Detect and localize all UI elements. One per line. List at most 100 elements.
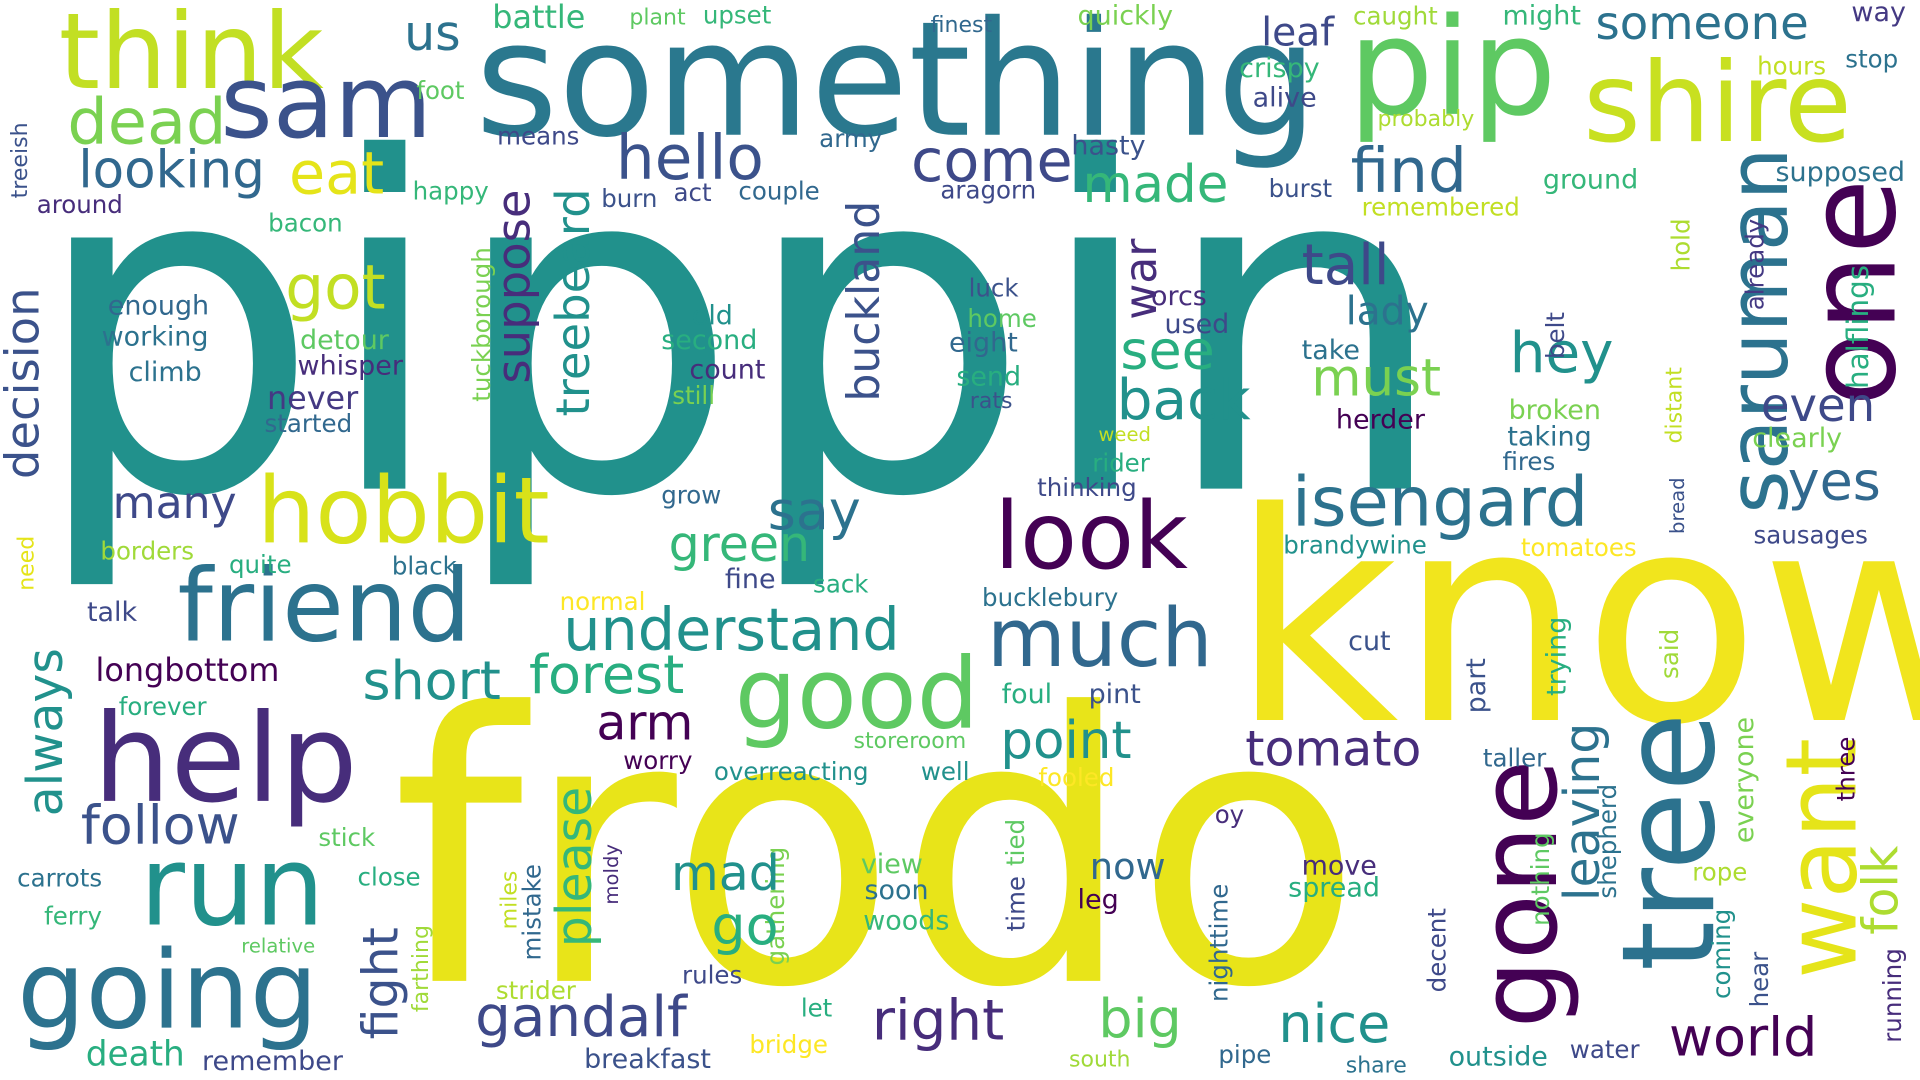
word-looking: looking — [78, 139, 265, 200]
word-broken: broken — [1508, 395, 1601, 427]
word-pint: pint — [1088, 679, 1141, 711]
word-made: made — [1082, 154, 1229, 215]
word-isengard: isengard — [1291, 462, 1589, 543]
word-time: time — [1001, 876, 1031, 932]
word-pippin: pippin — [29, 63, 1450, 598]
word-quite: quite — [228, 549, 292, 580]
word-talk: talk — [86, 597, 138, 629]
word-couple: couple — [738, 176, 820, 206]
word-ferry: ferry — [44, 901, 102, 931]
word-treebeard: treebeard — [546, 188, 601, 417]
word-got: got — [285, 252, 386, 324]
word-grow: grow — [661, 480, 722, 510]
word-rope: rope — [1692, 857, 1748, 887]
word-follow: follow — [80, 794, 240, 858]
word-enough: enough — [107, 291, 210, 323]
word-strider: strider — [495, 975, 576, 1006]
word-see: see — [1120, 319, 1215, 383]
word-short: short — [362, 650, 501, 713]
word-must: must — [1311, 347, 1442, 408]
word-bucklebury: bucklebury — [982, 582, 1119, 613]
word-go: go — [711, 895, 779, 958]
word-yes: yes — [1787, 450, 1881, 514]
word-nighttime: nighttime — [1204, 883, 1234, 1003]
word-take: take — [1301, 335, 1360, 367]
word-sack: sack — [813, 569, 869, 599]
word-gandalf: gandalf — [475, 983, 687, 1050]
word-happy: happy — [412, 176, 489, 206]
word-stick: stick — [318, 822, 376, 853]
word-distant: distant — [1661, 367, 1688, 444]
word-leaf: leaf — [1261, 8, 1335, 56]
word-army: army — [819, 123, 883, 154]
word-home: home — [967, 303, 1037, 334]
word-eat: eat — [288, 139, 385, 209]
word-burst: burst — [1268, 173, 1333, 204]
word-still: still — [672, 380, 716, 411]
word-count: count — [689, 355, 766, 386]
word-friend: friend — [177, 548, 472, 665]
word-pipe: pipe — [1218, 1039, 1272, 1069]
word-fine: fine — [724, 564, 776, 596]
word-means: means — [497, 121, 580, 151]
word-even: even — [1760, 378, 1876, 433]
word-tall: tall — [1301, 231, 1390, 298]
word-folk: folk — [1853, 845, 1910, 935]
word-breakfast: breakfast — [584, 1044, 711, 1076]
word-way: way — [1851, 0, 1906, 29]
word-tuckborough: tuckborough — [466, 247, 496, 402]
word-nothing: nothing — [1525, 832, 1556, 926]
word-treeish: treeish — [7, 122, 34, 199]
word-black: black — [391, 551, 457, 581]
word-something: something — [475, 0, 1318, 173]
word-old: old — [691, 301, 733, 332]
word-herder: herder — [1335, 405, 1425, 436]
word-second: second — [661, 325, 758, 357]
word-hey: hey — [1509, 319, 1614, 386]
word-remember: remember — [202, 1046, 343, 1078]
word-working: working — [101, 322, 209, 353]
word-overreacting: overreacting — [713, 756, 869, 787]
word-foot: foot — [416, 75, 465, 106]
word-come: come — [911, 127, 1073, 196]
word-longbottom: longbottom — [95, 652, 280, 690]
word-normal: normal — [559, 586, 646, 616]
word-eight: eight — [948, 328, 1018, 359]
word-already: already — [1740, 218, 1770, 311]
word-relative: relative — [241, 934, 316, 958]
word-mad: mad — [671, 846, 780, 903]
word-arm: arm — [596, 695, 694, 752]
word-back: back — [1116, 366, 1251, 433]
word-upset: upset — [702, 0, 772, 30]
word-hobbit: hobbit — [257, 456, 550, 565]
word-right: right — [871, 986, 1005, 1054]
word-find: find — [1350, 135, 1467, 207]
word-big: big — [1098, 988, 1182, 1051]
word-good: good — [734, 636, 979, 751]
word-well: well — [920, 756, 970, 787]
word-someone: someone — [1595, 0, 1809, 51]
word-rider: rider — [1092, 448, 1150, 478]
word-share: share — [1345, 1053, 1407, 1079]
word-spread: spread — [1288, 873, 1380, 904]
word-burn: burn — [601, 183, 658, 214]
word-send: send — [956, 362, 1022, 394]
word-taller: taller — [1482, 743, 1547, 773]
word-help: help — [93, 686, 358, 831]
word-foul: foul — [1001, 679, 1053, 711]
word-need: need — [14, 535, 40, 591]
word-everyone: everyone — [1729, 716, 1761, 844]
word-remembered: remembered — [1361, 192, 1520, 222]
word-shepherd: shepherd — [1592, 783, 1623, 899]
word-look: look — [994, 481, 1188, 591]
word-know: know — [1230, 450, 1920, 789]
word-brandywine: brandywine — [1283, 530, 1427, 560]
word-move: move — [1301, 851, 1377, 882]
word-used: used — [1164, 309, 1230, 341]
word-hold: hold — [1666, 218, 1696, 272]
word-decent: decent — [1422, 908, 1452, 993]
word-alive: alive — [1252, 83, 1317, 114]
word-always: always — [17, 648, 75, 817]
word-south: south — [1068, 1046, 1131, 1073]
